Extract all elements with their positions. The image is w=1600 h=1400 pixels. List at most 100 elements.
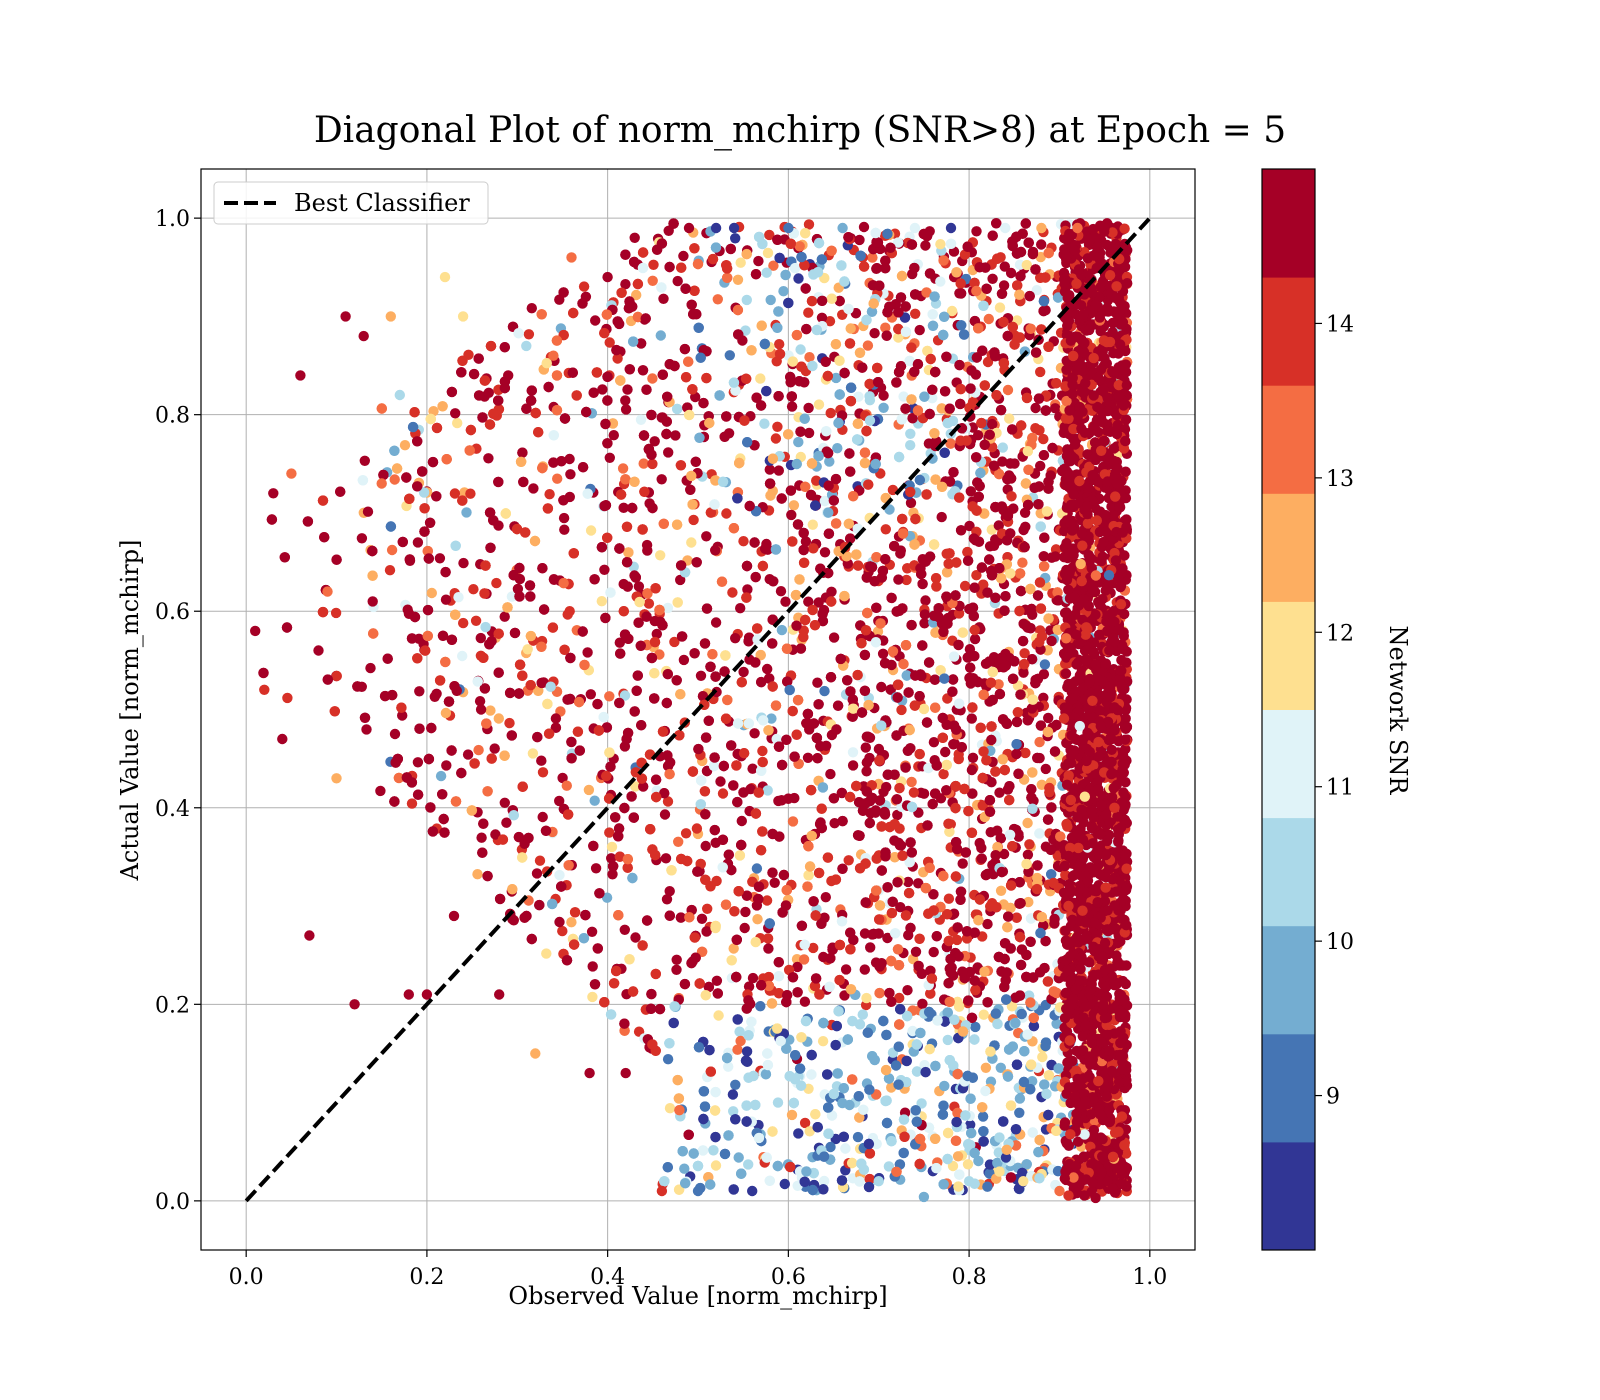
scatter-point [735, 1035, 746, 1047]
scatter-point [557, 772, 568, 784]
scatter-point [710, 545, 721, 556]
scatter-point [769, 877, 780, 888]
scatter-point [853, 391, 864, 402]
scatter-point [914, 324, 925, 336]
scatter-point [953, 608, 965, 619]
scatter-point [638, 781, 649, 792]
scatter-point [686, 537, 697, 548]
scatter-point [830, 372, 842, 384]
scatter-point [457, 495, 468, 506]
scatter-point [631, 289, 642, 301]
scatter-point [898, 1114, 910, 1125]
scatter-point [646, 409, 657, 421]
scatter-point [638, 458, 649, 469]
scatter-point [434, 553, 446, 564]
scatter-point [760, 1069, 772, 1080]
scatter-point [947, 686, 958, 697]
scatter-point [538, 604, 550, 615]
scatter-point [882, 932, 893, 944]
scatter-point [894, 992, 905, 1004]
scatter-point [729, 906, 740, 917]
scatter-point [747, 972, 759, 984]
scatter-point [676, 853, 687, 865]
scatter-point [966, 1127, 977, 1139]
scatter-point [710, 242, 722, 253]
scatter-point [774, 339, 785, 350]
scatter-point [947, 674, 959, 685]
scatter-point [791, 329, 803, 341]
scatter-point [845, 323, 856, 334]
scatter-point [792, 987, 803, 998]
scatter-point [1014, 605, 1025, 617]
scatter-point [876, 681, 887, 693]
scatter-point [429, 691, 440, 702]
scatter-point [997, 442, 1008, 453]
scatter-point [861, 992, 872, 1004]
scatter-point [554, 916, 565, 928]
scatter-point [761, 267, 772, 278]
scatter-point [722, 272, 733, 283]
scatter-point [1051, 1018, 1062, 1029]
scatter-point [440, 656, 451, 668]
scatter-point [792, 961, 803, 973]
scatter-point [678, 654, 690, 666]
scatter-point [592, 698, 603, 710]
scatter-point [783, 297, 794, 309]
scatter-point [1019, 648, 1030, 659]
scatter-point [902, 876, 914, 888]
scatter-point [979, 966, 990, 977]
scatter-point [817, 782, 829, 793]
scatter-point [589, 574, 600, 585]
scatter-point [601, 892, 613, 903]
scatter-point [662, 602, 674, 614]
scatter-point [776, 759, 788, 771]
scatter-point [701, 531, 712, 542]
scatter-point [948, 246, 960, 257]
scatter-point [1015, 271, 1026, 282]
scatter-point [730, 1079, 741, 1091]
scatter-point [680, 828, 692, 839]
scatter-point [566, 753, 577, 764]
scatter-point [816, 254, 828, 265]
scatter-point [921, 717, 933, 728]
scatter-point [811, 324, 823, 336]
scatter-point [864, 391, 875, 402]
scatter-point [1034, 828, 1045, 839]
scatter-point [710, 1086, 721, 1098]
scatter-point [959, 249, 971, 260]
scatter-point [739, 922, 750, 934]
scatter-point [1038, 433, 1049, 445]
scatter-point [802, 752, 814, 763]
scatter-point [905, 440, 916, 451]
scatter-point [1027, 248, 1039, 260]
scatter-point [627, 502, 638, 514]
scatter-point [803, 219, 815, 230]
scatter-point [738, 666, 749, 678]
scatter-point [592, 943, 603, 954]
scatter-point [971, 226, 982, 237]
scatter-point [998, 280, 1010, 291]
scatter-point [514, 591, 525, 602]
scatter-point [688, 514, 699, 526]
scatter-point [763, 943, 774, 954]
scatter-point [596, 596, 607, 607]
scatter-point [493, 667, 504, 678]
scatter-point [713, 1010, 724, 1021]
scatter-point [786, 1109, 798, 1121]
scatter-point [896, 704, 907, 716]
scatter-point [458, 557, 469, 569]
scatter-point [793, 1128, 804, 1139]
scatter-point [437, 630, 449, 641]
scatter-point [826, 245, 837, 256]
scatter-point [903, 887, 915, 899]
scatter-point [953, 639, 964, 651]
scatter-point [820, 892, 831, 903]
scatter-point [724, 350, 735, 361]
scatter-point [702, 903, 713, 914]
scatter-point [865, 942, 876, 953]
scatter-point [839, 276, 850, 287]
scatter-point [803, 596, 814, 607]
scatter-point [396, 702, 407, 713]
scatter-point [440, 707, 452, 719]
scatter-point [437, 401, 448, 412]
